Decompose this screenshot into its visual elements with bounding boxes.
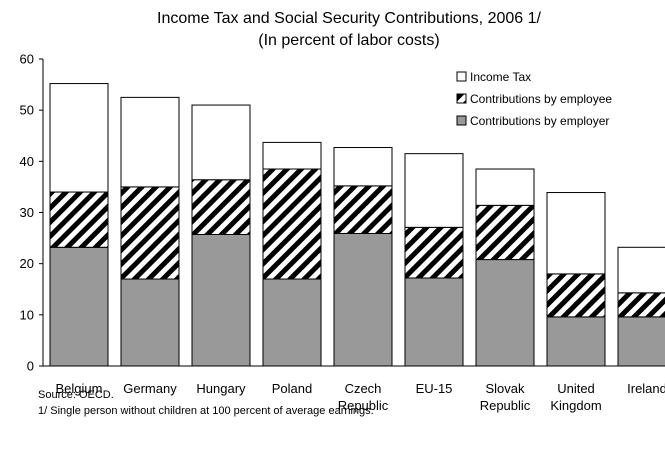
legend: Income Tax Contributions by employee Contr…: [456, 70, 612, 128]
y-tick-label: 30: [20, 205, 34, 220]
legend-swatch: [456, 93, 467, 104]
bar-segment-germany-s0: [120, 278, 180, 367]
source-note: Source: OECD.: [38, 389, 114, 401]
legend-label: Income Tax: [470, 70, 531, 84]
category-labels: Belgium Germany Hungary Poland Czech Republic…: [56, 381, 665, 413]
bar-segment-ireland-s2: [617, 246, 665, 294]
y-tick-label: 50: [20, 103, 34, 118]
legend-label: Contributions by employer: [470, 114, 609, 128]
bar-segment-belgium-s2: [49, 83, 109, 193]
category-label: Ireland: [627, 381, 665, 396]
legend-swatch: [456, 115, 467, 126]
bar-segment-united-kingdom-s2: [546, 192, 606, 275]
bar-segment-hungary-s2: [191, 104, 251, 181]
bar-segment-slovak-republic-s0: [475, 259, 535, 367]
y-tick-label: 20: [20, 256, 34, 271]
category-label: EU-15: [416, 381, 453, 396]
bar-segment-eu-15-s1: [404, 226, 464, 279]
bar-segment-belgium-s1: [49, 191, 109, 248]
category-label: Republic: [480, 398, 531, 413]
y-tick-label: 60: [20, 52, 34, 67]
bar-segment-germany-s1: [120, 186, 180, 280]
bar-segment-eu-15-s0: [404, 277, 464, 367]
category-label: Poland: [272, 381, 312, 396]
bar-segment-united-kingdom-s1: [546, 273, 606, 318]
bar-segment-hungary-s1: [191, 179, 251, 236]
chart-title: Income Tax and Social Security Contribut…: [157, 10, 541, 27]
category-label: Belgium: [56, 381, 103, 396]
legend-label: Contributions by employee: [470, 92, 612, 106]
y-tick-label: 0: [27, 359, 34, 374]
bar-segment-slovak-republic-s2: [475, 168, 535, 206]
bar-segment-poland-s2: [262, 141, 322, 170]
bar-segment-czech-republic-s1: [333, 185, 393, 234]
bar-segment-poland-s1: [262, 168, 322, 280]
bar-segment-slovak-republic-s1: [475, 204, 535, 261]
bar-segment-ireland-s1: [617, 292, 665, 318]
bar-segment-germany-s2: [120, 96, 180, 188]
category-label: Czech: [345, 381, 382, 396]
category-label: Kingdom: [550, 398, 601, 413]
legend-swatch: [456, 71, 467, 82]
category-label: Hungary: [196, 381, 246, 396]
bar-segment-poland-s0: [262, 278, 322, 367]
category-label: Germany: [123, 381, 177, 396]
y-axis: 0 10 20 30 40 50 60: [20, 52, 665, 374]
chart-subtitle: (In percent of labor costs): [258, 32, 439, 49]
bar-segment-united-kingdom-s0: [546, 316, 606, 367]
bar-segment-czech-republic-s0: [333, 232, 393, 367]
y-tick-label: 10: [20, 307, 34, 322]
y-tick-label: 40: [20, 154, 34, 169]
category-label: Republic: [338, 398, 389, 413]
category-label: Slovak: [485, 381, 525, 396]
bar-segment-belgium-s0: [49, 246, 109, 367]
bars-group: [49, 83, 665, 367]
footnote: 1/ Single person without children at 100…: [38, 405, 374, 417]
bar-segment-ireland-s0: [617, 316, 665, 367]
bar-segment-eu-15-s2: [404, 153, 464, 228]
category-label: United: [557, 381, 595, 396]
bar-segment-czech-republic-s2: [333, 147, 393, 187]
bar-segment-hungary-s0: [191, 234, 251, 367]
